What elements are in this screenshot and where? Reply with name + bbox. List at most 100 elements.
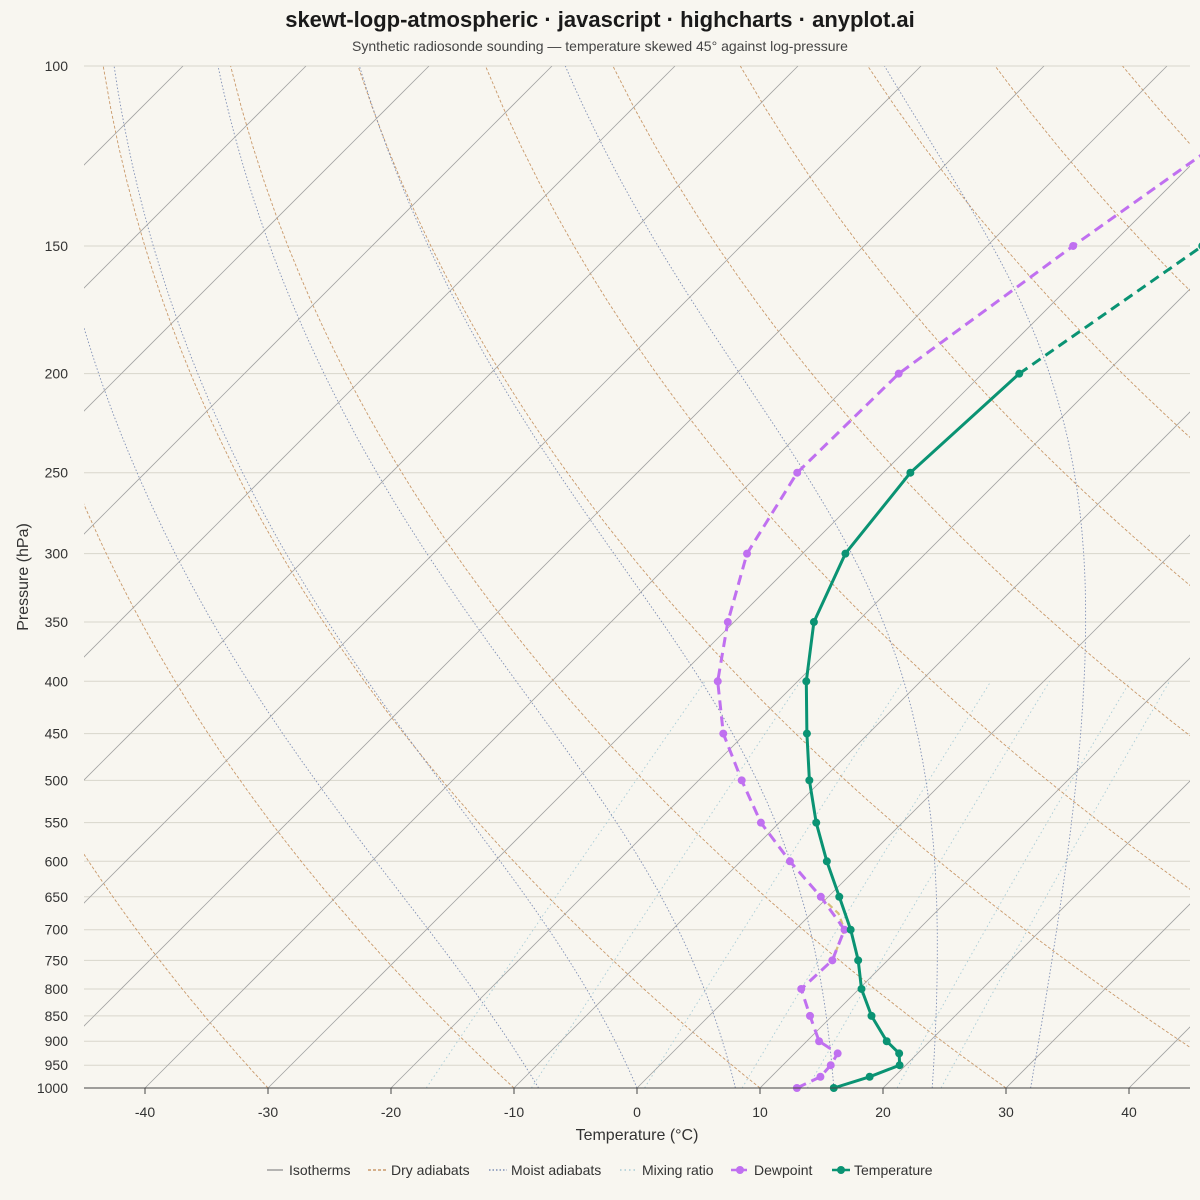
dry-adiabat-line — [1122, 66, 1190, 145]
dewpoint-point[interactable] — [828, 956, 837, 965]
dewpoint-point[interactable] — [826, 1061, 835, 1070]
legend-item-isotherms[interactable]: Isotherms — [267, 1162, 350, 1178]
moist-adiabat-line — [113, 66, 638, 1088]
y-axis-ticks: 100 150 200 250 300 350 400 450 500 550 600 650 700 7… — [37, 58, 68, 1096]
moist-adiabats — [84, 66, 1087, 1088]
temperature-point[interactable] — [865, 1072, 874, 1081]
legend-label-moist-adiabats: Moist adiabats — [511, 1162, 601, 1178]
y-tick-label: 650 — [45, 889, 69, 905]
temperature-point[interactable] — [822, 857, 831, 866]
legend-marker-temperature — [837, 1166, 845, 1174]
isotherm-line — [1128, 1026, 1190, 1088]
parcel-segment — [820, 895, 846, 961]
y-tick-label: 950 — [45, 1057, 69, 1073]
dry-adiabat-line — [994, 66, 1190, 292]
y-tick-label: 850 — [45, 1008, 69, 1024]
temperature-point[interactable] — [854, 956, 863, 965]
dewpoint-point[interactable] — [737, 776, 746, 785]
dry-adiabat-line — [84, 503, 515, 1088]
isotherm-line — [84, 66, 430, 412]
isotherm-line — [759, 657, 1190, 1088]
legend-item-dewpoint[interactable]: Dewpoint — [731, 1162, 812, 1178]
temperature-point[interactable] — [895, 1061, 904, 1070]
legend-label-mixing-ratio: Mixing ratio — [642, 1162, 714, 1178]
mixing-ratio-line — [807, 681, 1050, 1088]
dry-adiabat-line — [357, 66, 1190, 1048]
legend-item-moist-adiabats[interactable]: Moist adiabats — [489, 1162, 601, 1178]
dewpoint-point[interactable] — [816, 892, 825, 901]
dry-adiabat-line — [867, 66, 1190, 439]
temperature-point[interactable] — [809, 618, 818, 627]
legend-label-temperature: Temperature — [854, 1162, 933, 1178]
parcel-line — [820, 895, 846, 961]
temperature-point[interactable] — [802, 677, 811, 686]
dewpoint-point[interactable] — [833, 1049, 842, 1058]
temperature-point[interactable] — [841, 549, 850, 558]
y-tick-label: 450 — [45, 726, 69, 742]
mixing-ratio-line — [940, 681, 1170, 1088]
temperature-point[interactable] — [802, 729, 811, 738]
isotherm-line — [84, 66, 799, 781]
y-tick-label: 350 — [45, 614, 69, 630]
dewpoint-point[interactable] — [894, 369, 903, 378]
temperature-point[interactable] — [805, 776, 814, 785]
temperature-point[interactable] — [846, 925, 855, 934]
x-tick-label: -10 — [504, 1104, 524, 1120]
x-axis-ticks: -40 -30 -20 -10 0 10 20 30 40 — [135, 1088, 1137, 1120]
dewpoint-point[interactable] — [719, 729, 728, 738]
mixing-ratio-line — [531, 681, 801, 1088]
isotherm-line — [84, 66, 553, 535]
isotherm-line — [84, 66, 307, 289]
dewpoint-point[interactable] — [1069, 241, 1078, 250]
isotherm-line — [636, 534, 1190, 1088]
legend-marker-dewpoint — [736, 1166, 744, 1174]
x-tick-label: 0 — [633, 1104, 641, 1120]
x-axis-label: Temperature (°C) — [576, 1127, 699, 1144]
dewpoint-point[interactable] — [805, 1011, 814, 1020]
x-tick-label: 20 — [875, 1104, 891, 1120]
mixing-ratio-line — [425, 681, 706, 1088]
moist-adiabat-line — [84, 326, 539, 1088]
legend-item-dry-adiabats[interactable]: Dry adiabats — [368, 1162, 470, 1178]
y-tick-label: 900 — [45, 1033, 69, 1049]
dewpoint-point[interactable] — [797, 984, 806, 993]
temperature-point[interactable] — [835, 892, 844, 901]
dewpoint-point[interactable] — [743, 549, 752, 558]
dewpoint-point[interactable] — [723, 618, 732, 627]
dewpoint-point[interactable] — [793, 468, 802, 477]
dry-adiabat-line — [102, 66, 761, 1088]
isotherms — [84, 66, 1190, 1088]
legend-item-mixing-ratio[interactable]: Mixing ratio — [620, 1162, 714, 1178]
legend-label-dry-adiabats: Dry adiabats — [391, 1162, 470, 1178]
temperature-point[interactable] — [1015, 369, 1024, 378]
temperature-point[interactable] — [812, 818, 821, 827]
dewpoint-point[interactable] — [815, 1037, 824, 1046]
moist-adiabat-line — [884, 66, 1087, 1088]
dry-adiabat-line — [230, 66, 1007, 1088]
legend-item-temperature[interactable]: Temperature — [832, 1162, 933, 1178]
x-tick-label: -30 — [258, 1104, 278, 1120]
moist-adiabat-line — [358, 66, 835, 1088]
y-tick-label: 250 — [45, 465, 69, 481]
temperature-point[interactable] — [906, 468, 915, 477]
sounding-series — [713, 154, 1200, 1092]
y-tick-label: 100 — [45, 58, 69, 74]
temperature-point[interactable] — [867, 1011, 876, 1020]
y-tick-label: 300 — [45, 546, 69, 562]
temperature-point[interactable] — [857, 984, 866, 993]
dewpoint-point[interactable] — [816, 1072, 825, 1081]
temperature-point[interactable] — [882, 1037, 891, 1046]
mixing-ratio-lines — [425, 681, 1170, 1088]
chart-subtitle: Synthetic radiosonde sounding — temperat… — [352, 38, 848, 54]
isotherm-line — [84, 66, 922, 904]
dewpoint-point[interactable] — [785, 857, 794, 866]
dry-adiabat-line — [84, 853, 269, 1088]
dewpoint-point[interactable] — [713, 677, 722, 686]
y-tick-label: 600 — [45, 853, 69, 869]
temperature-line-lower — [804, 372, 1021, 1090]
dewpoint-point[interactable] — [756, 818, 765, 827]
isotherm-line — [390, 288, 1190, 1088]
dewpoint-point[interactable] — [840, 925, 849, 934]
temperature-point[interactable] — [895, 1049, 904, 1058]
y-tick-label: 200 — [45, 366, 69, 382]
